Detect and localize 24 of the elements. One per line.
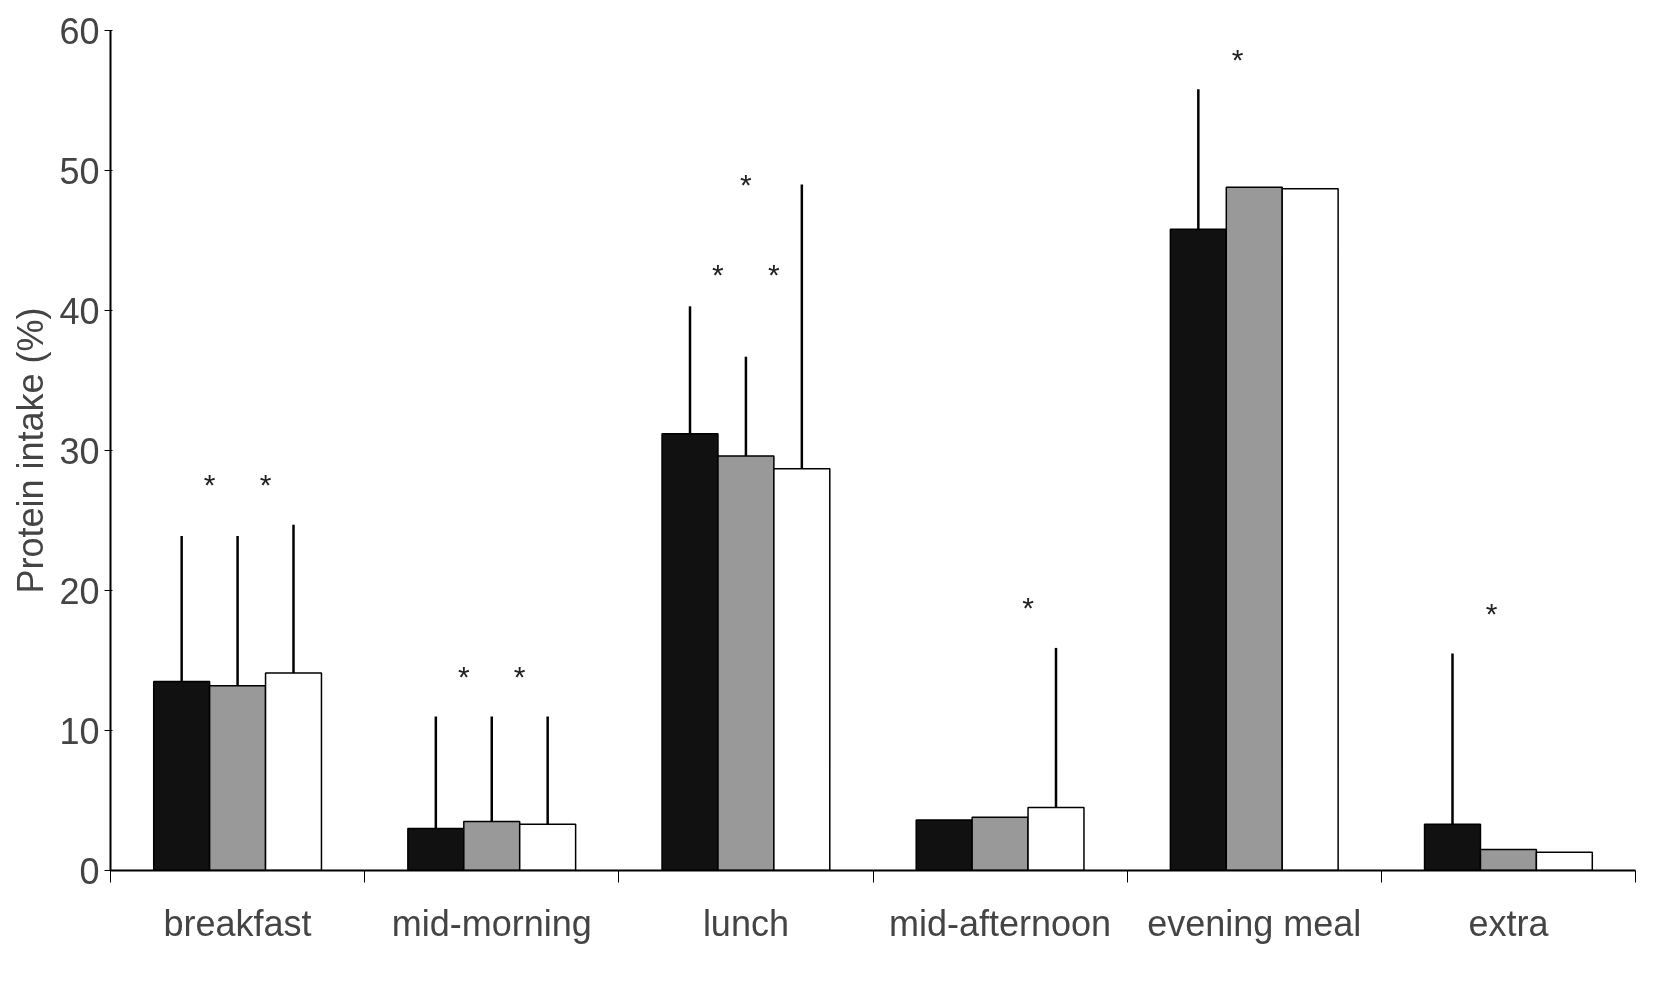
y-tick-label: 40 <box>59 290 100 332</box>
x-tick-label: breakfast <box>163 902 312 944</box>
x-tick-label: evening meal <box>1147 902 1362 944</box>
annotation: * <box>1231 42 1244 76</box>
annotation: * <box>1485 597 1498 630</box>
y-tick-label: 10 <box>59 710 100 752</box>
y-tick-label: 50 <box>59 150 100 192</box>
y-tick-label: 60 <box>59 10 100 52</box>
annotation: * <box>740 168 753 201</box>
annotation: * <box>1022 591 1035 625</box>
annotation: * <box>457 660 470 693</box>
y-tick-label: 20 <box>59 570 100 612</box>
annotation: * <box>768 258 781 291</box>
annotation: * <box>712 258 725 291</box>
x-tick-label: lunch <box>702 902 789 944</box>
x-tick-label: extra <box>1468 902 1550 944</box>
x-tick-label: mid-morning <box>391 902 592 944</box>
y-axis-title: Protein intake (%) <box>10 307 52 594</box>
y-tick-label: 0 <box>79 850 100 892</box>
annotation: * <box>259 468 272 502</box>
y-tick-label: 30 <box>59 430 100 472</box>
annotation: * <box>513 660 526 693</box>
x-tick-label: mid-afternoon <box>889 902 1112 944</box>
annotation: * <box>203 468 216 502</box>
